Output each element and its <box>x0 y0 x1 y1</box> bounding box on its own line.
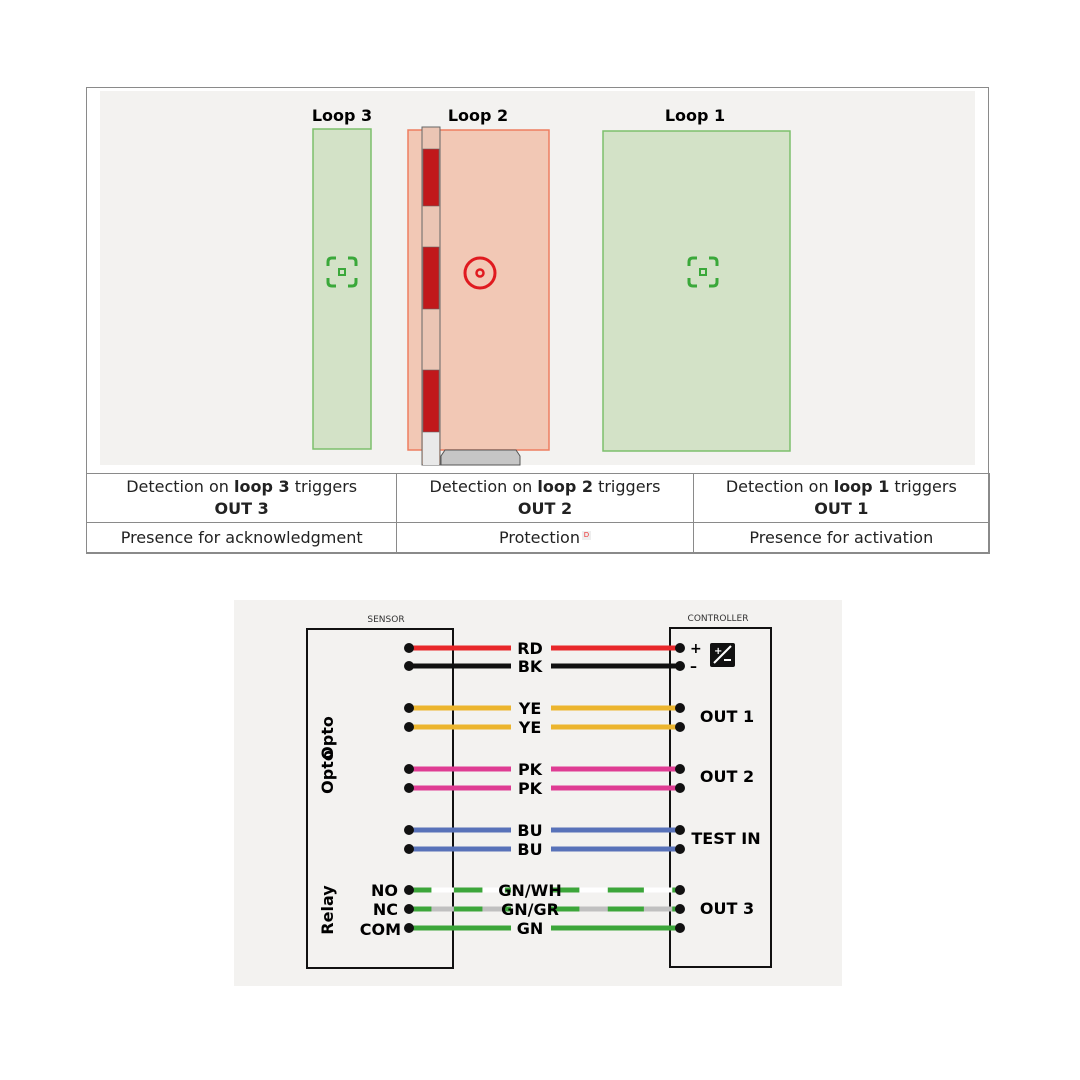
sensor-terminal <box>404 722 414 732</box>
wire-label: YE <box>518 699 542 718</box>
wire-label: PK <box>518 760 543 779</box>
sensor-terminal <box>404 764 414 774</box>
sensor-terminal <box>404 783 414 793</box>
loop-function-table: Detection on loop 3 triggers OUT 3 Detect… <box>85 473 991 554</box>
loop-1-zone <box>602 130 791 452</box>
wire-pk: PK <box>404 779 685 798</box>
wire-gn: GN <box>404 919 685 938</box>
loop-1-label: Loop 1 <box>665 106 725 125</box>
wire-gn-gr: GN/GR <box>404 900 685 919</box>
out3-label: OUT 3 <box>700 899 754 918</box>
controller-terminal <box>675 703 685 713</box>
controller-terminal <box>675 764 685 774</box>
table-cell-loop2-function: Protection D <box>396 522 694 554</box>
sensor-terminal <box>404 844 414 854</box>
wire-ye: YE <box>404 718 685 737</box>
sensor-terminal <box>404 923 414 933</box>
wire-label: BU <box>517 840 542 859</box>
power-plus-label: + <box>690 641 702 657</box>
table-cell-loop1-trigger: Detection on loop 1 triggers OUT 1 <box>692 473 991 523</box>
wiring-background <box>234 600 842 986</box>
wire-bu: BU <box>404 840 685 859</box>
loop-2-label: Loop 2 <box>448 106 508 125</box>
wire-pk: PK <box>404 760 685 779</box>
wire-bu: BU <box>404 821 685 840</box>
controller-terminal <box>675 904 685 914</box>
table-cell-loop1-function: Presence for activation <box>692 522 991 554</box>
out2-label: OUT 2 <box>700 767 754 786</box>
wire-label: GN <box>517 919 544 938</box>
sensor-box <box>306 628 454 969</box>
sensor-group-opto-1: Opto <box>318 716 337 760</box>
wire-label: RD <box>517 639 543 658</box>
test-in-label: TEST IN <box>691 829 760 848</box>
svg-text:+: + <box>714 646 722 657</box>
wire-ye: YE <box>404 699 685 718</box>
table-cell-loop3-trigger: Detection on loop 3 triggers OUT 3 <box>85 473 398 523</box>
controller-title: CONTROLLER <box>688 614 749 624</box>
sensor-terminal <box>404 661 414 671</box>
loop-3-label: Loop 3 <box>312 106 372 125</box>
controller-terminal <box>675 643 685 653</box>
relay-terminal-com: COM <box>360 920 401 939</box>
controller-terminal <box>675 923 685 933</box>
sensor-group-relay: Relay <box>318 885 337 935</box>
barrier-base <box>440 449 521 466</box>
controller-terminal <box>675 885 685 895</box>
sensor-terminal <box>404 703 414 713</box>
presence-detect-icon <box>326 256 358 288</box>
barrier-arm <box>421 126 441 466</box>
power-minus-label: – <box>690 659 697 675</box>
dc-power-icon: + <box>710 643 735 667</box>
sensor-title: SENSOR <box>367 615 404 625</box>
controller-terminal <box>675 825 685 835</box>
controller-terminal <box>675 844 685 854</box>
target-icon <box>463 256 497 290</box>
wire-label: GN/WH <box>498 881 561 900</box>
controller-terminal <box>675 783 685 793</box>
controller-box <box>669 627 772 968</box>
wire-bk: BK <box>404 657 685 676</box>
wire-label: BU <box>517 821 542 840</box>
wire-label: PK <box>518 779 543 798</box>
wire-rd: RD <box>404 639 685 658</box>
presence-detect-icon <box>687 256 719 288</box>
sensor-terminal <box>404 643 414 653</box>
sensor-group-opto-2: Opto <box>318 750 337 794</box>
controller-terminal <box>675 661 685 671</box>
controller-terminal <box>675 722 685 732</box>
wire-label: YE <box>518 718 542 737</box>
comment-marker: D <box>581 531 591 540</box>
wire-label: GN/GR <box>501 900 559 919</box>
sensor-terminal <box>404 904 414 914</box>
wire-gn-wh: GN/WH <box>404 881 685 900</box>
loop-3-zone <box>312 128 372 450</box>
out1-label: OUT 1 <box>700 707 754 726</box>
table-cell-loop2-trigger: Detection on loop 2 triggers OUT 2 <box>396 473 694 523</box>
table-cell-loop3-function: Presence for acknowledgment <box>85 522 398 554</box>
relay-terminal-nc: NC <box>373 900 398 919</box>
wire-label: BK <box>518 657 543 676</box>
sensor-terminal <box>404 825 414 835</box>
sensor-terminal <box>404 885 414 895</box>
relay-terminal-no: NO <box>371 881 398 900</box>
